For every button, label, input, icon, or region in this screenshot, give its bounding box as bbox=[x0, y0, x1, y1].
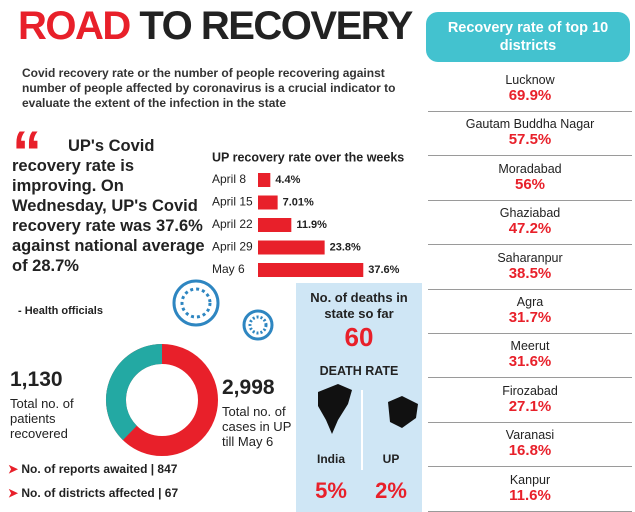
cases-value: 2,998 bbox=[222, 376, 275, 399]
district-name: Lucknow bbox=[505, 73, 555, 87]
deaths-label: No. of deaths in state so far bbox=[310, 290, 408, 321]
category-label: April 15 bbox=[212, 195, 253, 209]
title: ROAD TO RECOVERY bbox=[18, 4, 413, 49]
district-name: Agra bbox=[516, 295, 544, 309]
bar bbox=[258, 218, 292, 232]
district-rate: 56% bbox=[514, 175, 546, 193]
district-row: Agra 31.7% bbox=[428, 290, 632, 334]
bullet: ➤ No. of districts affected | 67 bbox=[8, 486, 179, 500]
district-name: Gautam Buddha Nagar bbox=[465, 117, 595, 132]
death-rate-title: DEATH RATE bbox=[319, 364, 399, 378]
category-label: April 29 bbox=[212, 240, 253, 254]
up-label: UP bbox=[382, 452, 400, 466]
district-row: Kanpur 11.6% bbox=[428, 468, 632, 512]
district-row: Saharanpur 38.5% bbox=[428, 246, 632, 290]
district-row: Meerut 31.6% bbox=[428, 334, 632, 379]
india-rate: 5% bbox=[315, 478, 347, 503]
recovered-label: Total no. of patients recovered bbox=[10, 396, 74, 441]
title-rest: TO RECOVERY bbox=[139, 4, 413, 48]
district-rate: 38.5% bbox=[508, 264, 552, 282]
district-rate: 31.6% bbox=[508, 353, 552, 371]
bar-chart-title: UP recovery rate over the weeks bbox=[212, 150, 404, 164]
bar bbox=[258, 195, 278, 210]
category-label: April 8 bbox=[212, 172, 246, 186]
district-rate: 69.9% bbox=[508, 87, 552, 104]
quote-mark: “ bbox=[12, 119, 42, 186]
up-rate: 2% bbox=[375, 478, 407, 503]
district-name: Firozabad bbox=[502, 383, 558, 398]
donut-recovered bbox=[106, 344, 163, 441]
india-map bbox=[318, 384, 352, 434]
district-rate: 11.6% bbox=[509, 486, 551, 504]
category-label: May 6 bbox=[212, 262, 245, 276]
district-name: Kanpur bbox=[509, 472, 551, 487]
bullet: ➤ No. of reports awaited | 847 bbox=[8, 462, 178, 476]
india-label: India bbox=[316, 452, 345, 466]
value-label: 4.4% bbox=[275, 174, 300, 186]
up-map bbox=[388, 396, 418, 428]
bullet-text: No. of districts affected | 67 bbox=[21, 486, 179, 500]
recovered-value: 1,130 bbox=[10, 368, 63, 391]
district-rate: 27.1% bbox=[508, 397, 552, 415]
district-row: Ghaziabad 47.2% bbox=[428, 201, 632, 246]
value-label: 7.01% bbox=[283, 196, 314, 208]
bar bbox=[258, 240, 325, 255]
value-label: 37.6% bbox=[368, 264, 399, 276]
district-rate: 31.7% bbox=[508, 309, 552, 326]
district-name: Ghaziabad bbox=[499, 206, 561, 221]
district-rate: 16.8% bbox=[508, 442, 552, 460]
intro: Covid recovery rate or the number of peo… bbox=[22, 66, 396, 110]
district-row: Moradabad 56% bbox=[428, 157, 632, 201]
quote-source: - Health officials bbox=[18, 305, 103, 317]
district-row: Firozabad 27.1% bbox=[428, 379, 632, 423]
bar bbox=[258, 263, 364, 277]
bullet-text: No. of reports awaited | 847 bbox=[21, 462, 178, 476]
value-label: 11.9% bbox=[296, 219, 327, 231]
districts-title: Recovery rate of top 10 districts bbox=[426, 12, 630, 62]
district-name: Meerut bbox=[510, 339, 550, 354]
district-name: Moradabad bbox=[498, 161, 562, 176]
bar bbox=[258, 173, 271, 187]
quote-text: UP's Covid recovery rate is improving. O… bbox=[12, 137, 205, 275]
district-name: Saharanpur bbox=[497, 250, 563, 265]
virus-icon bbox=[172, 279, 274, 341]
district-row: Gautam Buddha Nagar 57.5% bbox=[428, 112, 632, 157]
title-highlight: ROAD bbox=[18, 4, 131, 48]
district-name: Varanasi bbox=[505, 428, 555, 443]
cases-label: Total no. of cases in UP till May 6 bbox=[222, 404, 292, 449]
category-label: April 22 bbox=[212, 217, 253, 231]
value-label: 23.8% bbox=[330, 241, 361, 253]
district-row: Lucknow 69.9% bbox=[428, 68, 632, 112]
district-rate: 47.2% bbox=[508, 220, 552, 238]
district-rate: 57.5% bbox=[508, 131, 552, 149]
deaths-value: 60 bbox=[344, 322, 374, 352]
district-row: Varanasi 16.8% bbox=[428, 423, 632, 468]
